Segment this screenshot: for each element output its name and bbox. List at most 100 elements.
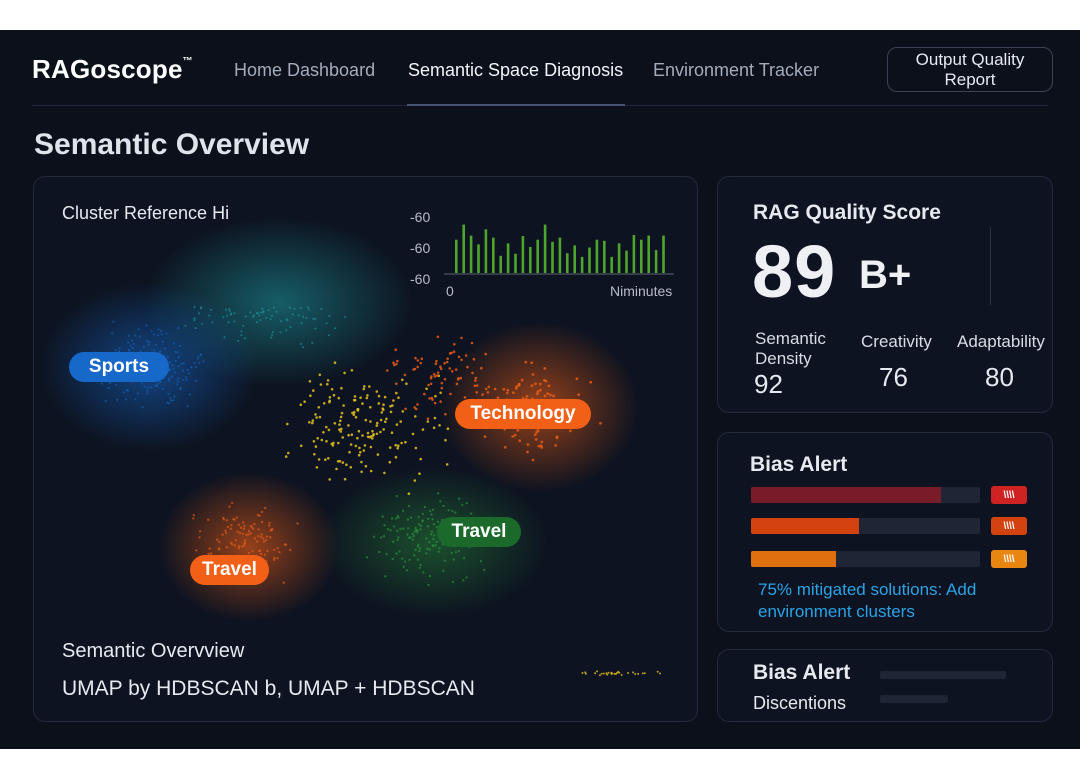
- metric-value-semantic-density: 92: [754, 369, 783, 399]
- scatter-point: [273, 548, 276, 551]
- scatter-point: [311, 421, 314, 425]
- scatter-point: [426, 420, 430, 423]
- scatter-point: [358, 446, 361, 450]
- tab-semantic-space-diagnosis[interactable]: Semantic Space Diagnosis: [408, 60, 624, 80]
- scatter-point: [190, 366, 193, 369]
- cluster-label-travel-orange[interactable]: Travel: [190, 555, 269, 585]
- scatter-point: [389, 529, 392, 532]
- mini-chart-bar: [543, 224, 547, 273]
- mini-chart-bar: [647, 235, 650, 273]
- scatter-point: [199, 307, 203, 310]
- mini-bar-chart: [455, 224, 665, 273]
- bias-severity-badge[interactable]: \\\\: [991, 517, 1027, 535]
- mini-chart-bar: [455, 239, 458, 273]
- scatter-point: [263, 553, 266, 557]
- scatter-point: [602, 672, 605, 675]
- scatter-point: [372, 535, 376, 538]
- mini-chart-bar: [462, 224, 465, 273]
- scatter-point: [160, 329, 163, 333]
- mini-chart-bar: [632, 235, 636, 273]
- scatter-point: [395, 495, 399, 498]
- scatter-point: [382, 403, 385, 406]
- scatter-point: [197, 355, 200, 358]
- scatter-point: [233, 544, 237, 547]
- scatter-point: [342, 404, 345, 407]
- scatter-point: [406, 518, 410, 521]
- scatter-point: [362, 449, 366, 452]
- scatter-point: [129, 344, 132, 347]
- scatter-point: [237, 523, 240, 526]
- output-quality-report-button[interactable]: Output Quality Report: [887, 47, 1053, 92]
- tab-home-dashboard[interactable]: Home Dashboard: [234, 60, 376, 80]
- scatter-point: [230, 541, 233, 545]
- scatter-point: [325, 440, 328, 443]
- scatter-point: [407, 492, 411, 496]
- scatter-point: [365, 556, 369, 559]
- scatter-point: [440, 381, 444, 385]
- scatter-point: [350, 369, 354, 372]
- scatter-point: [225, 519, 228, 522]
- scatter-point: [610, 672, 613, 675]
- scatter-point: [148, 341, 151, 344]
- scatter-point: [285, 318, 288, 321]
- tab-environment-tracker[interactable]: Environment Tracker: [653, 60, 820, 80]
- scatter-point: [318, 373, 322, 377]
- scatter-point: [375, 432, 379, 436]
- scatter-point: [347, 433, 350, 437]
- scatter-point: [457, 497, 461, 500]
- scatter-point: [446, 357, 449, 360]
- app-logo[interactable]: RAGoscope™: [32, 54, 193, 84]
- scatter-point: [475, 391, 479, 394]
- scatter-point: [463, 396, 467, 399]
- scatter-point: [285, 329, 288, 332]
- scatter-point: [429, 376, 433, 380]
- cluster-label-travel-green[interactable]: Travel: [437, 517, 521, 547]
- scatter-point: [322, 402, 326, 405]
- scatter-point: [322, 431, 325, 434]
- scatter-point: [442, 569, 445, 573]
- scatter-point: [352, 413, 356, 416]
- scatter-point: [417, 515, 420, 519]
- scatter-point: [432, 426, 436, 430]
- rag-quality-score-card: RAG Quality Score 89 B+ Semantic Density…: [717, 176, 1053, 413]
- scatter-point: [418, 547, 422, 550]
- scatter-point: [297, 314, 300, 317]
- scatter-point: [548, 393, 552, 397]
- scatter-point: [192, 514, 195, 517]
- cluster-label-technology[interactable]: Technology: [455, 399, 591, 429]
- scatter-point: [543, 367, 547, 370]
- cluster-label-sports[interactable]: Sports: [69, 352, 169, 382]
- scatter-point: [396, 446, 400, 450]
- scatter-point: [143, 385, 146, 388]
- mini-chart-bar: [521, 236, 525, 273]
- scatter-point: [237, 545, 241, 548]
- scatter-point: [440, 386, 444, 390]
- cluster-glow-green: [319, 467, 549, 617]
- scatter-point: [225, 546, 228, 549]
- scatter-point: [238, 531, 242, 535]
- scatter-point: [333, 422, 337, 425]
- mini-chart-bar: [588, 247, 591, 273]
- bias-severity-badge[interactable]: \\\\: [991, 550, 1027, 568]
- scatter-point: [242, 324, 245, 327]
- scatter-point: [326, 379, 330, 382]
- scatter-point: [451, 510, 454, 513]
- bias-mitigation-link[interactable]: 75% mitigated solutions: Add environment…: [758, 580, 977, 621]
- scatter-point: [505, 391, 509, 395]
- scatter-point: [534, 438, 538, 441]
- scatter-point: [487, 385, 491, 389]
- scatter-point: [390, 517, 394, 520]
- scatter-point: [256, 513, 260, 517]
- scatter-point: [455, 382, 459, 386]
- scatter-point: [530, 361, 534, 365]
- scatter-point: [257, 314, 260, 317]
- scatter-point: [384, 575, 387, 578]
- scatter-point: [359, 396, 362, 399]
- bias-bar-fill: [751, 487, 942, 503]
- scatter-point: [354, 415, 358, 419]
- scatter-point: [531, 458, 535, 462]
- scatter-point: [408, 558, 411, 561]
- bias-severity-badge[interactable]: \\\\: [991, 486, 1027, 504]
- scatter-point: [385, 552, 388, 556]
- bias-alert-secondary-card: Bias Alert Discentions: [717, 649, 1053, 722]
